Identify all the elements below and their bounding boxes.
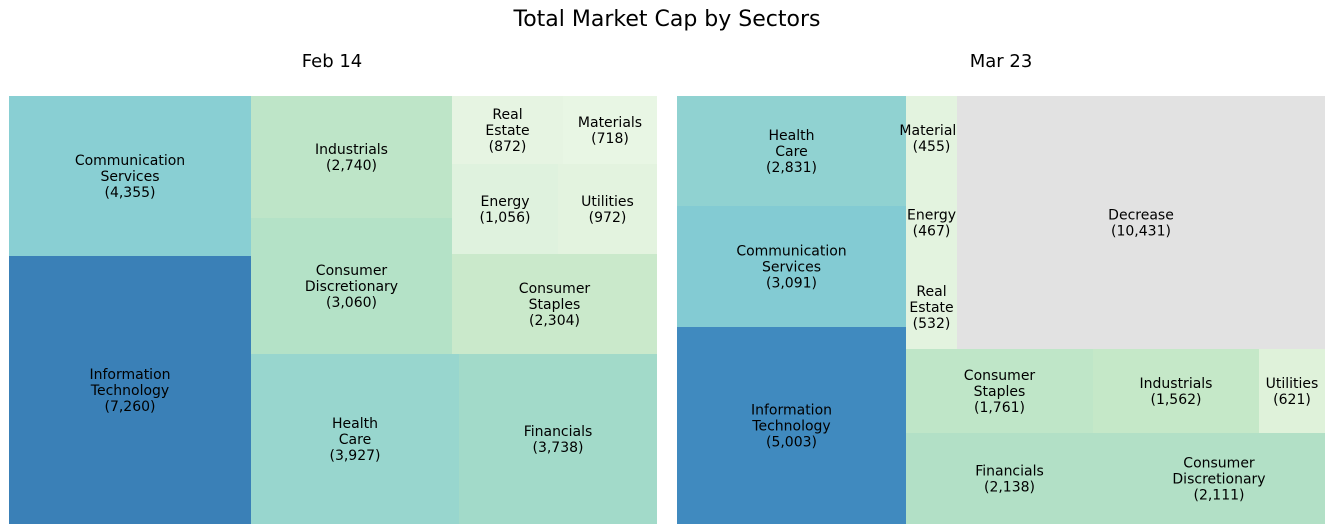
treemap-cell-feb-14-energy: Energy (1,056) <box>452 164 558 254</box>
treemap-rect-mar-23-consumer-discretionary <box>1113 433 1325 524</box>
treemap-cell-feb-14-industrials: Industrials (2,740) <box>251 96 452 218</box>
treemap-cell-mar-23-consumer-staples: Consumer Staples (1,761) <box>906 349 1093 433</box>
treemap-label-mar-23-decrease: Decrease (10,431) <box>1108 208 1174 240</box>
treemap-rect-mar-23-health-care <box>677 96 906 206</box>
treemap-rect-feb-14-communication-services <box>9 96 251 256</box>
treemap-label-mar-23-health-care: Health Care (2,831) <box>766 128 817 176</box>
treemap-label-mar-23-information-technology: Information Technology (5,003) <box>751 403 832 451</box>
treemap-rect-feb-14-industrials <box>251 96 452 218</box>
panel-mar-23: Mar 23 Health Care (2,831) Communication Ser… <box>677 51 1325 524</box>
treemap-rect-mar-23-financials <box>906 433 1113 524</box>
treemap-rect-mar-23-communication-services <box>677 206 906 327</box>
panel-subtitle-mar-23: Mar 23 <box>970 51 1033 72</box>
treemap-label-feb-14-financials: Financials (3,738) <box>524 424 593 456</box>
treemap-cell-mar-23-utilities: Utilities (621) <box>1259 349 1325 433</box>
treemap-label-mar-23-real-estate: Real Estate (532) <box>909 284 953 332</box>
treemap-rect-feb-14-financials <box>459 354 657 524</box>
treemap-rect-feb-14-real-estate <box>452 96 563 164</box>
treemap-label-feb-14-materials: Materials (718) <box>578 115 642 147</box>
treemap-cell-mar-23-information-technology: Information Technology (5,003) <box>677 327 906 524</box>
treemap-label-feb-14-real-estate: Real Estate (872) <box>485 107 529 155</box>
treemap-label-mar-23-industrials: Industrials (1,562) <box>1140 376 1213 408</box>
treemap-rect-feb-14-health-care <box>251 354 459 524</box>
treemap-label-mar-23-consumer-staples: Consumer Staples (1,761) <box>964 368 1036 416</box>
treemap-cell-feb-14-information-technology: Information Technology (7,260) <box>9 256 251 524</box>
treemap-cell-feb-14-utilities: Utilities (972) <box>558 164 657 254</box>
treemap-rect-feb-14-consumer-staples <box>452 254 657 354</box>
treemap-label-feb-14-information-technology: Information Technology (7,260) <box>89 367 170 415</box>
treemap-cell-mar-23-financials: Financials (2,138) <box>906 433 1113 524</box>
treemap-label-feb-14-consumer-staples: Consumer Staples (2,304) <box>519 281 591 329</box>
treemap-label-mar-23-materials: Materials (455) <box>899 123 963 155</box>
treemap-rect-mar-23-information-technology <box>677 327 906 524</box>
treemap-rect-feb-14-utilities <box>558 164 657 254</box>
treemap-label-feb-14-health-care: Health Care (3,927) <box>329 416 380 464</box>
treemap-cell-feb-14-health-care: Health Care (3,927) <box>251 354 459 524</box>
treemap-label-feb-14-communication-services: Communication Services (4,355) <box>75 153 185 201</box>
treemap-rect-mar-23-decrease <box>957 96 1325 349</box>
treemap-label-feb-14-utilities: Utilities (972) <box>581 194 634 226</box>
treemap-cell-mar-23-real-estate: Real Estate (532) <box>906 265 957 349</box>
panel-feb-14: Feb 14 Communication Services (4,355) Infor… <box>9 51 657 524</box>
treemap-label-feb-14-energy: Energy (1,056) <box>479 194 530 226</box>
treemap-cell-feb-14-financials: Financials (3,738) <box>459 354 657 524</box>
treemap-rect-feb-14-information-technology <box>9 256 251 524</box>
treemap-cell-feb-14-materials: Materials (718) <box>563 96 657 164</box>
treemap-cell-feb-14-consumer-discretionary: Consumer Discretionary (3,060) <box>251 218 452 354</box>
chart-title: Total Market Cap by Sectors <box>513 7 821 32</box>
treemap-label-feb-14-industrials: Industrials (2,740) <box>315 142 388 174</box>
treemap-rect-mar-23-consumer-staples <box>906 349 1093 433</box>
treemap-label-mar-23-utilities: Utilities (621) <box>1266 376 1319 408</box>
treemap-rect-mar-23-real-estate <box>906 265 957 349</box>
treemap-cell-feb-14-real-estate: Real Estate (872) <box>452 96 563 164</box>
treemap-cell-mar-23-consumer-discretionary: Consumer Discretionary (2,111) <box>1113 433 1325 524</box>
treemap-rect-feb-14-consumer-discretionary <box>251 218 452 354</box>
treemap-rect-mar-23-industrials <box>1093 349 1259 433</box>
treemap-cell-mar-23-decrease: Decrease (10,431) <box>957 96 1325 349</box>
treemap-label-feb-14-consumer-discretionary: Consumer Discretionary (3,060) <box>305 263 398 311</box>
panel-subtitle-feb-14: Feb 14 <box>302 51 363 72</box>
treemap-cell-feb-14-communication-services: Communication Services (4,355) <box>9 96 251 256</box>
treemap-rect-mar-23-materials <box>906 96 957 180</box>
treemap-cell-mar-23-industrials: Industrials (1,562) <box>1093 349 1259 433</box>
treemap-label-mar-23-energy: Energy (467) <box>907 208 956 240</box>
treemap-rect-feb-14-materials <box>563 96 657 164</box>
treemap-label-mar-23-communication-services: Communication Services (3,091) <box>736 244 846 292</box>
treemap-cell-mar-23-energy: Energy (467) <box>906 180 957 265</box>
treemap-cell-mar-23-materials: Materials (455) <box>899 96 964 180</box>
treemap-cell-mar-23-communication-services: Communication Services (3,091) <box>677 206 906 327</box>
treemap-label-mar-23-consumer-discretionary: Consumer Discretionary (2,111) <box>1172 456 1265 504</box>
treemap-cell-mar-23-health-care: Health Care (2,831) <box>677 96 906 206</box>
treemap-label-mar-23-financials: Financials (2,138) <box>975 464 1044 496</box>
treemap-rect-feb-14-energy <box>452 164 558 254</box>
treemap-rect-mar-23-energy <box>906 180 957 265</box>
treemap-rect-mar-23-utilities <box>1259 349 1325 433</box>
treemap-cell-feb-14-consumer-staples: Consumer Staples (2,304) <box>452 254 657 354</box>
